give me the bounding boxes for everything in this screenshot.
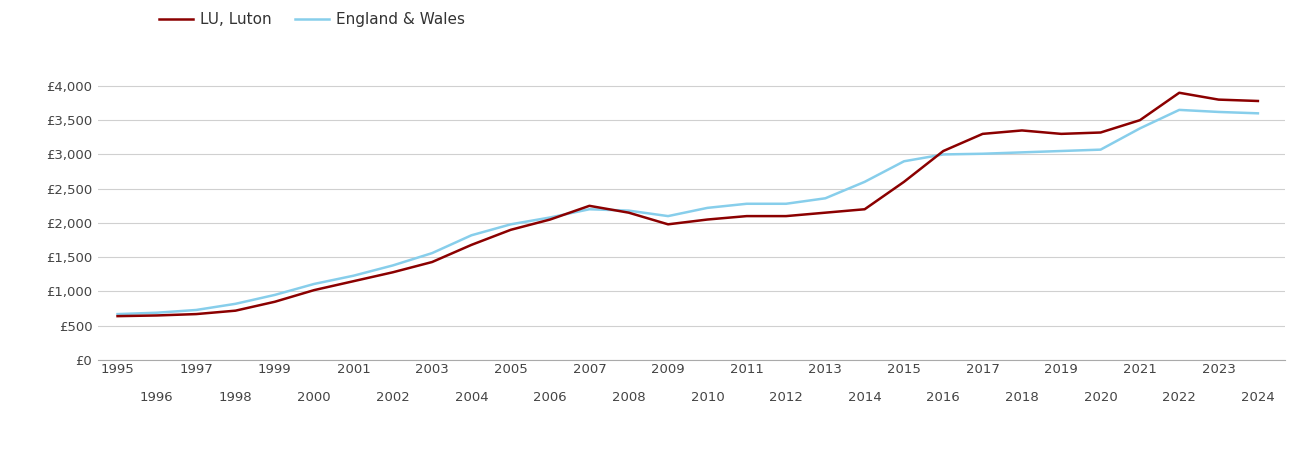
Text: 2004: 2004 (454, 391, 488, 404)
LU, Luton (227, 308, 243, 313)
LU, Luton (778, 213, 793, 219)
LU, Luton (936, 148, 951, 154)
England & Wales (621, 208, 637, 213)
Text: 1998: 1998 (219, 391, 252, 404)
LU, Luton (660, 221, 676, 227)
LU, Luton (1211, 97, 1227, 102)
LU, Luton (975, 131, 990, 137)
England & Wales (227, 301, 243, 306)
Text: 2010: 2010 (690, 391, 724, 404)
LU, Luton (621, 210, 637, 216)
England & Wales (268, 292, 283, 297)
LU, Luton (385, 270, 401, 275)
England & Wales (897, 158, 912, 164)
Text: 2002: 2002 (376, 391, 410, 404)
England & Wales (1172, 107, 1188, 112)
Text: 1996: 1996 (140, 391, 174, 404)
Text: 2000: 2000 (298, 391, 331, 404)
England & Wales (424, 250, 440, 256)
LU, Luton (543, 217, 559, 222)
LU, Luton (582, 203, 598, 208)
Text: 2018: 2018 (1005, 391, 1039, 404)
England & Wales (543, 215, 559, 220)
England & Wales (502, 221, 518, 227)
England & Wales (307, 281, 322, 287)
LU, Luton (1092, 130, 1108, 135)
England & Wales (660, 213, 676, 219)
LU, Luton (817, 210, 833, 216)
England & Wales (975, 151, 990, 157)
LU, Luton (502, 227, 518, 233)
Text: 2016: 2016 (927, 391, 960, 404)
LU, Luton (1053, 131, 1069, 137)
LU, Luton (268, 299, 283, 305)
LU, Luton (424, 259, 440, 265)
England & Wales (1092, 147, 1108, 153)
England & Wales (110, 311, 125, 317)
England & Wales (1053, 148, 1069, 154)
Text: 2022: 2022 (1163, 391, 1197, 404)
Line: LU, Luton: LU, Luton (117, 93, 1258, 316)
England & Wales (699, 205, 715, 211)
LU, Luton (1133, 117, 1148, 123)
LU, Luton (1014, 128, 1030, 133)
Text: 2020: 2020 (1083, 391, 1117, 404)
England & Wales (936, 152, 951, 157)
Text: 2012: 2012 (769, 391, 803, 404)
England & Wales (1014, 150, 1030, 155)
Line: England & Wales: England & Wales (117, 110, 1258, 314)
England & Wales (778, 201, 793, 207)
England & Wales (463, 233, 479, 238)
LU, Luton (307, 288, 322, 293)
LU, Luton (699, 217, 715, 222)
LU, Luton (110, 314, 125, 319)
LU, Luton (188, 311, 204, 317)
England & Wales (739, 201, 754, 207)
LU, Luton (149, 313, 164, 318)
LU, Luton (897, 179, 912, 184)
Text: 2014: 2014 (848, 391, 882, 404)
LU, Luton (346, 279, 361, 284)
LU, Luton (1172, 90, 1188, 95)
England & Wales (857, 179, 873, 184)
Text: 2006: 2006 (534, 391, 566, 404)
LU, Luton (739, 213, 754, 219)
LU, Luton (857, 207, 873, 212)
England & Wales (817, 196, 833, 201)
England & Wales (188, 307, 204, 313)
LU, Luton (463, 242, 479, 248)
LU, Luton (1250, 98, 1266, 104)
England & Wales (1250, 111, 1266, 116)
England & Wales (346, 273, 361, 279)
England & Wales (385, 263, 401, 268)
Legend: LU, Luton, England & Wales: LU, Luton, England & Wales (153, 6, 471, 33)
England & Wales (1211, 109, 1227, 115)
England & Wales (1133, 126, 1148, 131)
England & Wales (582, 207, 598, 212)
Text: 2024: 2024 (1241, 391, 1275, 404)
England & Wales (149, 310, 164, 315)
Text: 2008: 2008 (612, 391, 646, 404)
